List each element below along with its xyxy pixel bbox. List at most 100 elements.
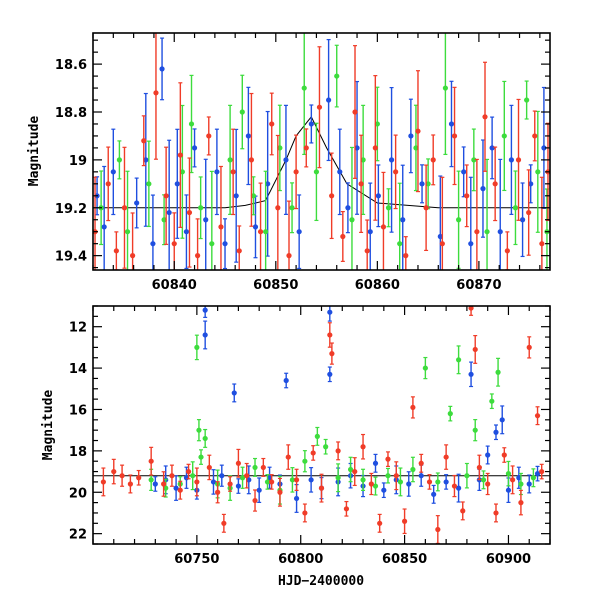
data-point: [426, 479, 433, 485]
data-point: [269, 479, 275, 485]
data-point: [524, 97, 530, 103]
data-point: [119, 473, 125, 479]
data-point: [510, 477, 516, 483]
data-point: [219, 473, 225, 479]
data-point: [364, 248, 370, 254]
data-point: [105, 181, 111, 187]
data-point: [110, 169, 116, 175]
data-point: [198, 205, 204, 211]
data-point: [285, 454, 291, 460]
data-point: [425, 181, 431, 187]
data-point: [252, 464, 258, 471]
x-tick-label: 60850: [382, 552, 427, 567]
data-point: [230, 169, 236, 175]
data-point: [352, 468, 358, 475]
zoomed-plot-area: [93, 33, 550, 270]
data-point: [464, 473, 470, 479]
data-point: [314, 433, 320, 439]
zoomed-series-2: [93, 33, 550, 270]
full-y-axis-label: Magnitude: [41, 390, 56, 461]
data-point: [401, 518, 408, 524]
data-point: [419, 181, 425, 187]
data-point: [190, 473, 196, 479]
data-point: [471, 157, 477, 163]
data-point: [385, 473, 391, 479]
data-point: [218, 224, 224, 230]
data-point: [335, 475, 341, 481]
data-point: [493, 510, 499, 516]
data-point: [539, 241, 545, 247]
data-point: [136, 475, 142, 481]
data-point: [352, 109, 358, 115]
data-point: [347, 466, 354, 473]
data-point: [518, 500, 524, 506]
full-x-axis-label: HJD−2400000: [278, 574, 364, 589]
data-point: [329, 351, 335, 357]
data-point: [345, 205, 351, 211]
data-point: [100, 479, 106, 485]
data-point: [360, 477, 366, 483]
data-point: [380, 224, 387, 230]
data-point: [385, 456, 391, 462]
data-point: [408, 133, 414, 139]
data-point: [245, 133, 251, 139]
data-point: [482, 114, 488, 120]
data-point: [161, 481, 167, 487]
x-tick-label: 60850: [253, 278, 298, 293]
data-point: [480, 186, 486, 192]
y-tick-label: 14: [69, 362, 87, 377]
data-point: [430, 157, 436, 163]
data-point: [327, 371, 333, 377]
data-point: [146, 181, 152, 187]
data-point: [313, 169, 320, 175]
data-point: [501, 133, 507, 139]
x-tick-label: 60800: [278, 552, 323, 567]
data-point: [134, 200, 140, 206]
data-point: [443, 454, 449, 460]
data-point: [302, 510, 308, 516]
data-point: [472, 346, 478, 353]
data-point: [141, 138, 147, 144]
data-point: [186, 209, 193, 216]
data-point: [286, 253, 292, 259]
data-point: [130, 253, 136, 259]
y-tick-label: 22: [69, 528, 87, 543]
data-point: [468, 241, 474, 247]
data-point: [191, 145, 198, 151]
full-series-1: [148, 334, 536, 505]
data-point: [153, 90, 159, 96]
data-point: [252, 224, 259, 230]
data-point: [372, 460, 379, 466]
data-point: [183, 229, 190, 235]
data-point: [530, 475, 536, 481]
data-point: [335, 448, 341, 454]
data-point: [439, 241, 445, 247]
data-point: [327, 309, 333, 315]
data-point: [202, 332, 208, 338]
data-point: [485, 452, 491, 458]
x-tick-label: 60900: [486, 552, 531, 567]
zoomed-series-0: [94, 37, 547, 270]
data-point: [528, 181, 534, 187]
y-tick-label: 16: [69, 403, 87, 418]
data-point: [372, 145, 378, 151]
zoomed-axes: 60840 60850 60860 60870 18.6 18.8 19 19.2 19.4: [55, 33, 550, 293]
zoomed-plot-frame: [92, 32, 551, 271]
data-point: [316, 104, 323, 110]
data-point: [265, 181, 271, 187]
data-point: [198, 454, 204, 460]
data-point: [435, 479, 441, 485]
data-point: [388, 157, 395, 163]
data-point: [456, 357, 462, 363]
data-point: [377, 520, 383, 526]
data-point: [415, 128, 421, 134]
data-point: [468, 306, 474, 311]
data-point: [418, 473, 424, 479]
data-point: [275, 205, 281, 211]
data-point: [374, 121, 380, 127]
data-point: [266, 475, 273, 481]
y-tick-label: 18: [69, 445, 87, 460]
data-point: [504, 248, 510, 254]
data-point: [460, 508, 466, 514]
data-point: [310, 450, 316, 456]
